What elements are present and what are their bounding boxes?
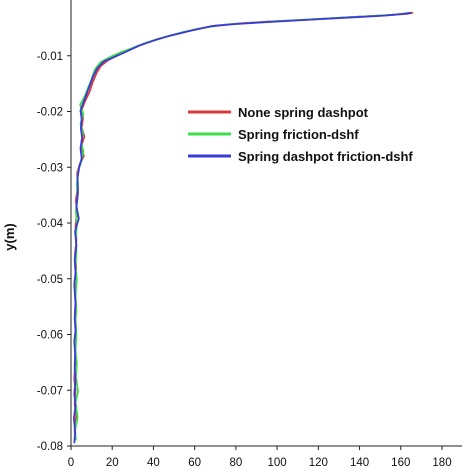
- legend-label-2: Spring friction-dshf: [238, 127, 359, 142]
- y-tick-label: -0.03: [37, 162, 63, 174]
- x-tick-label: 60: [188, 457, 201, 469]
- x-tick-label: 0: [68, 457, 74, 469]
- series-line-3: [73, 11, 412, 444]
- x-tick-label: 180: [432, 457, 451, 469]
- y-tick-label: -0.05: [37, 274, 63, 286]
- y-tick-label: -0.02: [37, 107, 63, 119]
- x-tick-label: 140: [350, 457, 369, 469]
- x-tick-label: 120: [309, 457, 328, 469]
- legend-label-3: Spring dashpot friction-dshf: [238, 149, 413, 164]
- y-tick-label: -0.07: [37, 385, 63, 397]
- series-layer: [73, 11, 414, 444]
- legend: None spring dashpot Spring friction-dshf S…: [188, 105, 413, 164]
- x-tick-label: 160: [391, 457, 410, 469]
- series-line-2: [74, 11, 412, 441]
- legend-label-1: None spring dashpot: [238, 105, 369, 120]
- x-tick-label: 40: [147, 457, 160, 469]
- series-line-1: [73, 11, 414, 441]
- x-tick-label: 20: [106, 457, 119, 469]
- y-tick-label: -0.06: [37, 330, 63, 342]
- x-axis-ticks: 0 20 40 60 80 100 120 140 160 180: [68, 446, 452, 469]
- x-tick-label: 100: [268, 457, 287, 469]
- y-axis-title: y(m): [2, 223, 17, 250]
- y-tick-label: -0.01: [37, 51, 63, 63]
- y-tick-label: -0.08: [37, 441, 63, 453]
- y-tick-label: -0.04: [37, 218, 64, 230]
- x-tick-label: 80: [229, 457, 242, 469]
- axes: [70, 0, 462, 447]
- y-axis-ticks: -0.01 -0.02 -0.03 -0.04 -0.05 -0.06 -0.07 -0.08: [37, 51, 71, 453]
